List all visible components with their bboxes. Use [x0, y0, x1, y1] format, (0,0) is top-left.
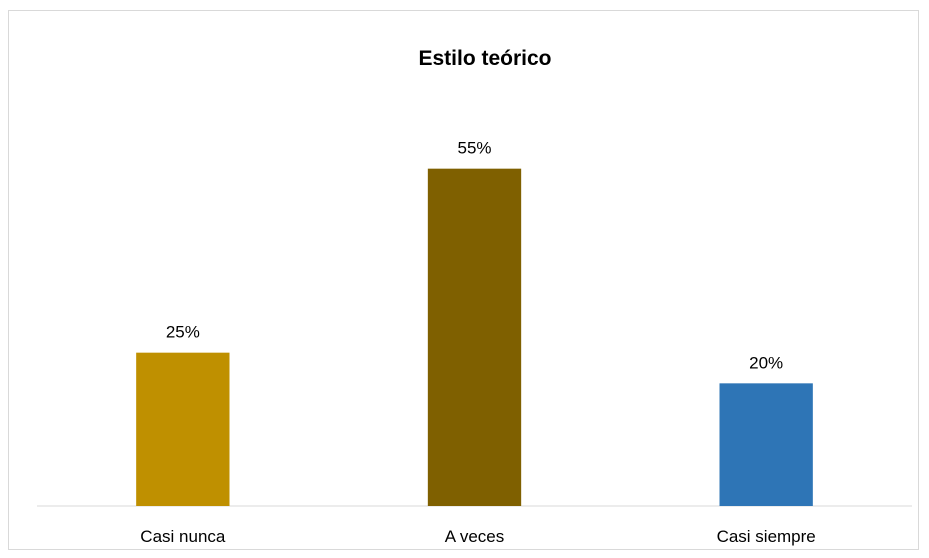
bar-3	[719, 383, 813, 506]
chart-title: Estilo teórico	[418, 47, 551, 70]
bar-1	[136, 352, 230, 506]
x-tick-labels: Casi nunca A veces Casi siempre	[140, 527, 815, 546]
bars-layer	[136, 168, 813, 506]
bar-chart: Estilo teórico 25% 55% 20% Casi nunca A vec…	[37, 47, 912, 546]
x-tick-label-2: A veces	[445, 527, 505, 546]
data-label-2: 55%	[457, 139, 491, 158]
x-tick-label-3: Casi siempre	[717, 527, 816, 546]
x-tick-label-1: Casi nunca	[140, 527, 226, 546]
labels-layer: 25% 55% 20%	[166, 139, 783, 373]
chart-container: Estilo teórico 25% 55% 20% Casi nunca A vec…	[8, 10, 919, 550]
data-label-1: 25%	[166, 323, 200, 342]
data-label-3: 20%	[749, 353, 783, 372]
bar-2	[427, 168, 522, 506]
